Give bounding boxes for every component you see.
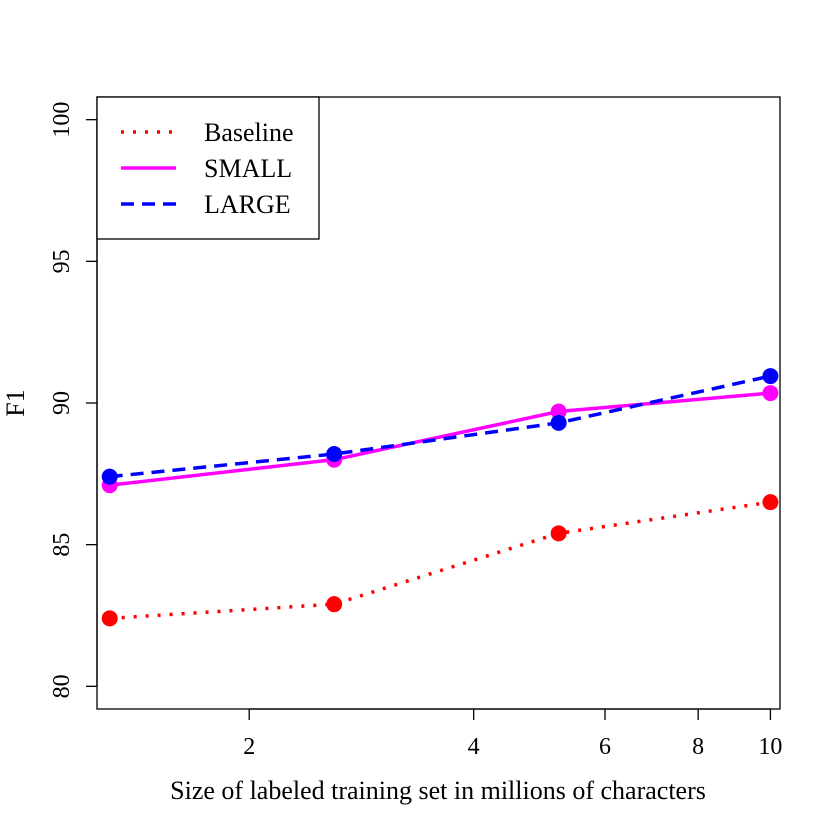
series-line-baseline	[109, 500, 771, 621]
legend-label-small: SMALL	[204, 154, 292, 183]
y-tick-label: 100	[49, 102, 75, 138]
legend: Baseline SMALL LARGE	[96, 96, 320, 240]
legend-label-large: LARGE	[204, 190, 291, 219]
x-axis-label: Size of labeled training set in millions…	[170, 776, 706, 805]
data-point-large	[326, 446, 343, 462]
data-point-small	[550, 403, 567, 420]
series-small	[101, 385, 779, 494]
series-baseline	[101, 494, 779, 627]
data-point-large	[101, 468, 118, 485]
data-point-large	[762, 368, 779, 385]
y-tick-label: 90	[49, 391, 75, 415]
series-line-small	[109, 391, 771, 487]
x-tick-label: 6	[599, 734, 611, 760]
data-point-baseline	[326, 596, 343, 613]
data-point-baseline	[550, 525, 567, 542]
x-tick-label: 10	[758, 734, 782, 760]
legend-label-baseline: Baseline	[204, 118, 294, 147]
x-axis: 2 4 6 8 10	[243, 708, 782, 760]
data-point-baseline	[762, 494, 779, 511]
x-tick-label: 4	[468, 734, 480, 760]
series-line-large	[109, 374, 771, 479]
x-tick-label: 2	[243, 734, 255, 760]
y-tick-label: 85	[49, 533, 75, 557]
y-axis-label: F1	[1, 389, 30, 416]
y-tick-label: 95	[49, 249, 75, 273]
y-tick-label: 80	[49, 674, 75, 698]
y-axis: 80 85 90 95 100	[49, 102, 98, 698]
data-point-small	[762, 385, 779, 402]
series-layer	[101, 368, 779, 627]
x-tick-label: 8	[692, 734, 704, 760]
data-point-large	[550, 414, 567, 431]
data-point-baseline	[101, 610, 118, 627]
series-large	[101, 368, 779, 485]
